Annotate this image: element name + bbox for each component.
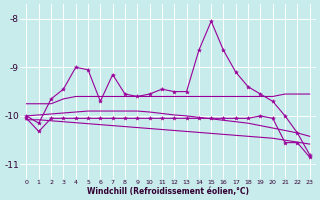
- X-axis label: Windchill (Refroidissement éolien,°C): Windchill (Refroidissement éolien,°C): [87, 187, 249, 196]
